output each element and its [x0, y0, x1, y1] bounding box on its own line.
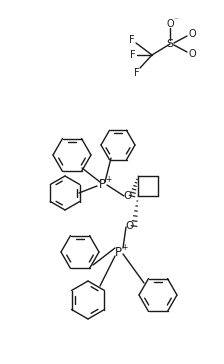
Text: P: P	[99, 178, 106, 191]
Text: O: O	[188, 29, 196, 39]
Text: O: O	[188, 49, 196, 59]
Text: +: +	[121, 242, 127, 252]
Text: O: O	[166, 19, 174, 29]
Text: +: +	[105, 175, 111, 185]
Text: O: O	[126, 221, 134, 231]
Text: F: F	[130, 50, 136, 60]
Text: S: S	[166, 39, 174, 49]
Text: O: O	[124, 191, 132, 201]
Text: ⁻: ⁻	[174, 16, 178, 24]
Text: F: F	[129, 35, 135, 45]
Text: P: P	[114, 245, 121, 258]
Text: F: F	[134, 68, 140, 78]
